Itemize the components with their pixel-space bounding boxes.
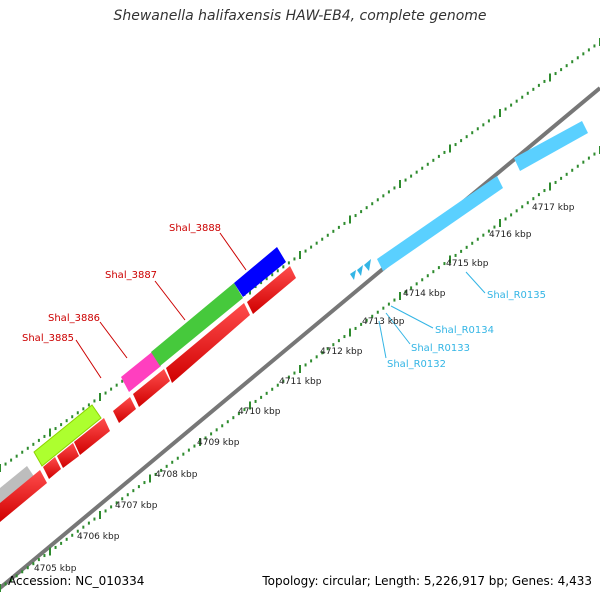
axis-label: 4707 kbp (115, 501, 158, 511)
red-label-leaders (75, 232, 247, 379)
red-gene (133, 369, 170, 407)
axis-label: 4713 kbp (362, 317, 405, 327)
rna-gene-shal-r0134 (364, 259, 371, 271)
rna-gene-cyan (514, 121, 588, 171)
gene-magenta-shal-3886 (121, 352, 161, 392)
gene-label-red: Shal_3885 (22, 333, 74, 344)
axis-label: 4705 kbp (34, 564, 77, 574)
red-gene (247, 266, 296, 314)
red-gene (43, 457, 61, 479)
gene-lime (33, 404, 102, 467)
axis-labels: 4705 kbp 4706 kbp 4707 kbp 4708 kbp 4709 kbp… (34, 203, 575, 574)
gene-label-cyan: Shal_R0133 (411, 343, 470, 354)
red-gene (113, 397, 136, 423)
axis-label: 4710 kbp (238, 407, 281, 417)
red-gene (166, 303, 250, 383)
map-title: Shewanella halifaxensis HAW-EB4, complet… (113, 8, 487, 24)
gene-blue-shal-3888 (234, 247, 286, 297)
cyan-label-leaders (378, 271, 486, 359)
axis-label: 4715 kbp (446, 259, 489, 269)
axis-label: 4717 kbp (532, 203, 575, 213)
red-gene (74, 418, 110, 455)
axis-label: 4706 kbp (77, 532, 120, 542)
gene-label-cyan: Shal_R0134 (435, 325, 494, 336)
gene-green-shal-3887 (151, 283, 243, 366)
rna-gene-shal-r0132 (350, 270, 356, 280)
red-genes (0, 266, 296, 522)
gene-label-cyan: Shal_R0132 (387, 359, 446, 370)
axis-label: 4709 kbp (197, 438, 240, 448)
axis-label: 4716 kbp (489, 230, 532, 240)
axis-label: 4714 kbp (403, 289, 446, 299)
rna-gene-shal-r0133 (357, 265, 363, 276)
axis-label: 4711 kbp (279, 377, 322, 387)
gene-label-red: Shal_3887 (105, 270, 157, 281)
red-gene (57, 443, 79, 468)
gene-label-red: Shal_3886 (48, 313, 100, 324)
gene-label-red: Shal_3888 (169, 223, 221, 234)
lower-tick-row (0, 146, 600, 592)
genome-backbone (0, 86, 600, 590)
gene-labels: Shal_3885 Shal_3886 Shal_3887 Shal_3888 Shal… (22, 223, 546, 370)
cyan-genes (350, 121, 588, 280)
accession-text: Accession: NC_010334 (8, 574, 145, 588)
axis-label: 4712 kbp (320, 347, 363, 357)
genome-summary-text: Topology: circular; Length: 5,226,917 bp… (262, 574, 592, 588)
gene-label-cyan: Shal_R0135 (487, 290, 546, 301)
rna-gene-shal-r0135 (377, 176, 503, 271)
axis-label: 4708 kbp (155, 470, 198, 480)
red-gene (0, 470, 47, 522)
